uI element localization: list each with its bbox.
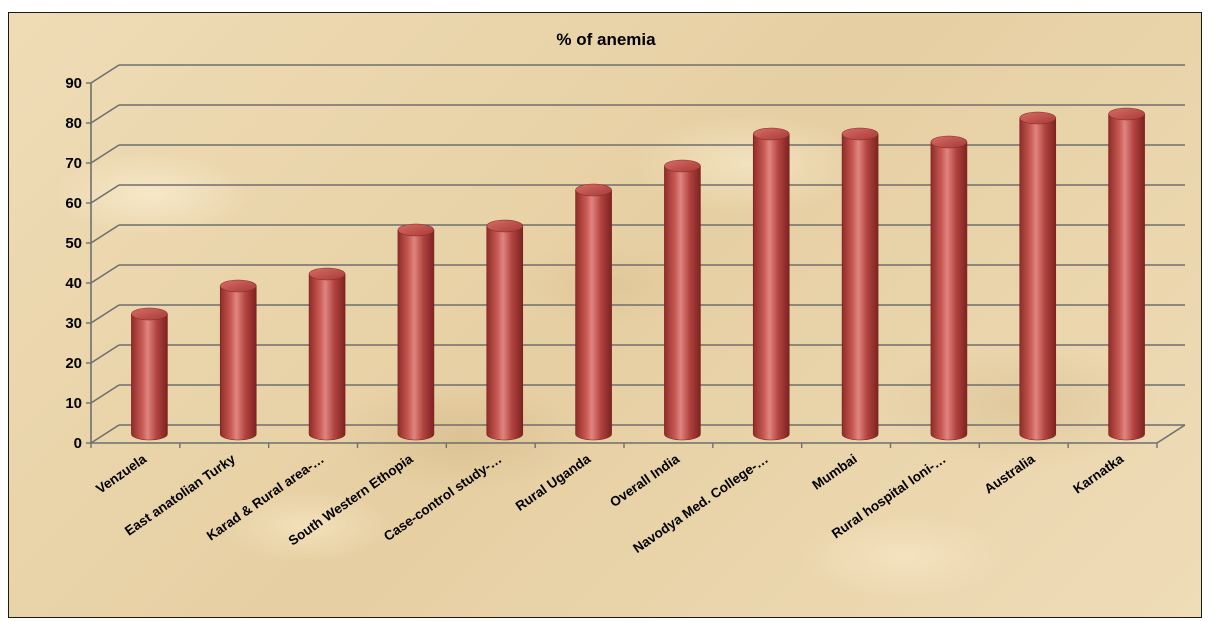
bar <box>841 127 879 441</box>
bar <box>752 127 790 441</box>
bar-top <box>131 307 168 321</box>
bar <box>575 183 612 441</box>
y-tick-label: 40 <box>65 275 82 292</box>
y-tick-label: 20 <box>65 355 82 372</box>
bar-body <box>841 133 879 441</box>
bar-top <box>486 219 524 233</box>
y-tick-label: 10 <box>65 395 82 412</box>
bar <box>219 279 257 441</box>
bar-top <box>752 127 790 141</box>
gridline-wall <box>90 344 120 364</box>
bar <box>1108 107 1145 441</box>
bar <box>131 307 168 441</box>
gridline-wall <box>90 64 120 84</box>
bar-top <box>1019 111 1057 125</box>
gridlines <box>86 64 1186 448</box>
x-tick-label: Karnatka <box>1070 451 1126 497</box>
bar-top <box>930 135 968 149</box>
y-tick-label: 30 <box>65 315 82 332</box>
gridline-wall <box>90 424 120 444</box>
bar-chart: % of anemia 0 10 20 30 40 50 60 70 80 90 Venzuela… <box>65 30 1186 556</box>
gridline-wall <box>90 304 120 324</box>
y-tick-label: 80 <box>65 115 82 132</box>
bar-body <box>575 189 612 441</box>
y-tick-label: 70 <box>65 155 82 172</box>
bar-body <box>219 285 257 441</box>
chart-title: % of anemia <box>556 30 656 49</box>
bar <box>486 219 524 441</box>
gridline-wall <box>90 184 120 204</box>
gridline-wall <box>90 224 120 244</box>
bar-body <box>752 133 790 441</box>
y-tick-label: 90 <box>65 75 82 92</box>
x-tick-label: Venzuela <box>93 451 149 497</box>
bar <box>930 135 968 441</box>
y-tick-label: 0 <box>74 435 82 452</box>
bar <box>308 267 346 441</box>
y-axis: 0 10 20 30 40 50 60 70 80 90 <box>65 75 82 452</box>
bar-top <box>308 267 346 281</box>
bar-body <box>486 225 524 441</box>
bar-top <box>219 279 257 293</box>
x-tick-label: Rural Uganda <box>513 451 594 514</box>
bar-body <box>397 229 435 441</box>
bar-top <box>575 183 612 197</box>
x-tick-label: Overall India <box>607 451 682 510</box>
gridline-wall <box>90 104 120 124</box>
bar-body <box>1019 117 1057 441</box>
bar-top <box>664 159 701 173</box>
floor-edge <box>1156 424 1186 444</box>
x-tick-label: Australia <box>982 451 1038 497</box>
bar-body <box>1108 113 1145 441</box>
y-tick-label: 60 <box>65 195 82 212</box>
gridline-wall <box>90 264 120 284</box>
bars <box>131 107 1145 441</box>
bar-body <box>664 165 701 441</box>
bar <box>664 159 701 441</box>
y-tick-label: 50 <box>65 235 82 252</box>
gridline-wall <box>90 144 120 164</box>
chart-frame: % of anemia 0 10 20 30 40 50 60 70 80 90 Venzuela… <box>8 12 1202 618</box>
bar-top <box>841 127 879 141</box>
gridline-wall <box>90 384 120 404</box>
bar-body <box>131 313 168 441</box>
x-tick-label: Mumbai <box>809 451 859 493</box>
bar <box>1019 111 1057 441</box>
bar-body <box>930 141 968 441</box>
bar-top <box>397 223 435 237</box>
bar-top <box>1108 107 1145 121</box>
bar <box>397 223 435 441</box>
bar-body <box>308 273 346 441</box>
